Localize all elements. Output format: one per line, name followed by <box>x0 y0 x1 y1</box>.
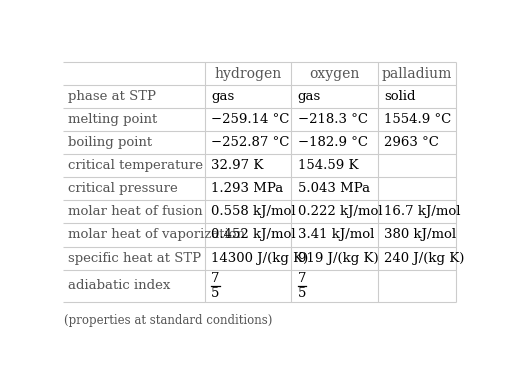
Text: solid: solid <box>384 90 416 103</box>
Text: 7: 7 <box>211 272 220 285</box>
Text: 5: 5 <box>211 287 220 300</box>
Text: oxygen: oxygen <box>309 67 359 81</box>
Text: 0.222 kJ/mol: 0.222 kJ/mol <box>298 206 382 218</box>
Text: 14300 J/(kg K): 14300 J/(kg K) <box>211 252 308 265</box>
Text: 16.7 kJ/mol: 16.7 kJ/mol <box>384 206 460 218</box>
Text: 3.41 kJ/mol: 3.41 kJ/mol <box>298 228 374 242</box>
Text: 0.452 kJ/mol: 0.452 kJ/mol <box>211 228 296 242</box>
Text: 5: 5 <box>298 287 306 300</box>
Text: specific heat at STP: specific heat at STP <box>68 252 201 265</box>
Text: phase at STP: phase at STP <box>68 90 156 103</box>
Text: adiabatic index: adiabatic index <box>68 279 170 292</box>
Text: 380 kJ/mol: 380 kJ/mol <box>384 228 456 242</box>
Text: hydrogen: hydrogen <box>214 67 282 81</box>
Text: gas: gas <box>211 90 234 103</box>
Text: 2963 °C: 2963 °C <box>384 136 439 149</box>
Text: 1554.9 °C: 1554.9 °C <box>384 113 451 126</box>
Text: critical pressure: critical pressure <box>68 182 178 195</box>
Text: −252.87 °C: −252.87 °C <box>211 136 289 149</box>
Text: gas: gas <box>298 90 321 103</box>
Text: critical temperature: critical temperature <box>68 159 203 172</box>
Text: palladium: palladium <box>382 67 452 81</box>
Text: 154.59 K: 154.59 K <box>298 159 358 172</box>
Text: −182.9 °C: −182.9 °C <box>298 136 368 149</box>
Text: molar heat of vaporization: molar heat of vaporization <box>68 228 245 242</box>
Text: 919 J/(kg K): 919 J/(kg K) <box>298 252 378 265</box>
Text: 1.293 MPa: 1.293 MPa <box>211 182 283 195</box>
Text: 7: 7 <box>298 272 306 285</box>
Text: melting point: melting point <box>68 113 157 126</box>
Text: molar heat of fusion: molar heat of fusion <box>68 206 203 218</box>
Text: 240 J/(kg K): 240 J/(kg K) <box>384 252 464 265</box>
Text: −218.3 °C: −218.3 °C <box>298 113 368 126</box>
Text: −259.14 °C: −259.14 °C <box>211 113 289 126</box>
Text: 32.97 K: 32.97 K <box>211 159 264 172</box>
Text: (properties at standard conditions): (properties at standard conditions) <box>64 314 273 327</box>
Text: 5.043 MPa: 5.043 MPa <box>298 182 370 195</box>
Text: boiling point: boiling point <box>68 136 152 149</box>
Text: 0.558 kJ/mol: 0.558 kJ/mol <box>211 206 296 218</box>
